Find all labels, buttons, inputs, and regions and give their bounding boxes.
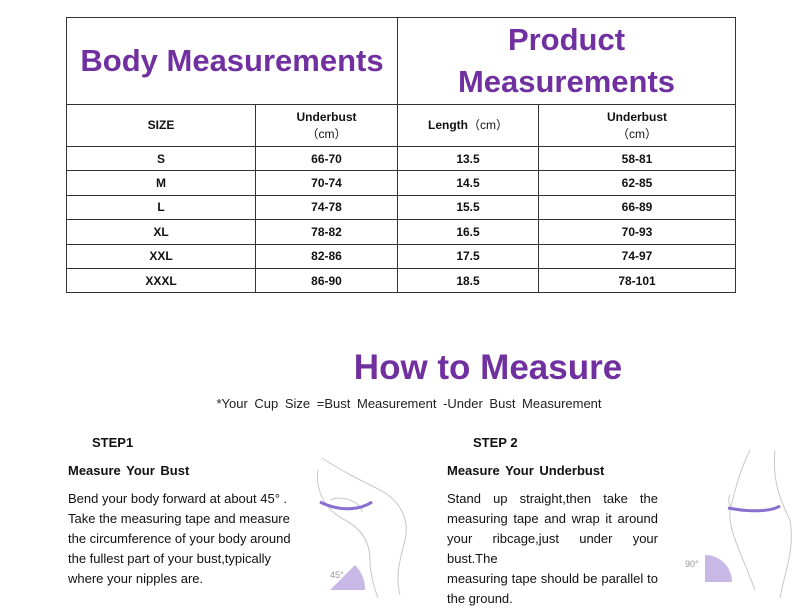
table-cell: 74-78	[255, 194, 398, 221]
table-cell: 78-82	[255, 219, 398, 245]
table-header: Product Measurements	[397, 17, 736, 105]
table-cell: XXL	[66, 243, 256, 269]
text-line: your ribcage,just under your bust.The	[447, 531, 658, 566]
column-label: SIZE	[147, 118, 175, 132]
step-label: STEP1	[92, 435, 134, 450]
text-line: the fullest part of your bust,typically	[68, 551, 272, 566]
text-line: measuring tape and wrap it around	[447, 511, 658, 526]
text-line: Bend your body forward at about 45° .	[68, 491, 288, 506]
step-heading: Measure Your Underbust	[447, 463, 605, 478]
table-header: Body Measurements	[66, 17, 398, 105]
text-line: Take the measuring tape and measure	[68, 511, 290, 526]
note: *Your Cup Size =Bust Measurement -Under …	[216, 396, 602, 411]
column-unit: （cm）	[617, 126, 657, 141]
table-cell: XXXL	[66, 267, 256, 294]
column-label: Underbust	[607, 109, 667, 124]
column-header: Underbust （cm）	[538, 104, 736, 147]
table-row: XL 78-82 16.5 70-93	[66, 219, 736, 245]
text-line: where your nipples are.	[68, 571, 204, 586]
text-line: the ground.	[447, 591, 513, 606]
step-heading: Measure Your Bust	[68, 463, 190, 478]
table-cell: 82-86	[255, 243, 398, 269]
table-cell: L	[66, 194, 256, 221]
table-cell: 17.5	[397, 243, 539, 269]
column-unit: （cm）	[306, 126, 347, 141]
step-text: Bend your body forward at about 45° . Tak…	[68, 489, 300, 589]
table-cell: 15.5	[397, 194, 539, 221]
table-cell: 70-93	[538, 219, 736, 245]
table-cell: 16.5	[397, 219, 539, 245]
column-header: SIZE	[66, 104, 256, 147]
table-cell: 18.5	[397, 267, 539, 294]
table-row: M 70-74 14.5 62-85	[66, 170, 736, 196]
step-label: STEP 2	[473, 435, 518, 450]
table-cell: 58-81	[538, 145, 736, 172]
table-cell: 78-101	[538, 267, 736, 294]
column-header: Length（cm）	[397, 104, 539, 147]
column-label: Underbust	[296, 109, 357, 124]
table-cell: 62-85	[538, 170, 736, 196]
section-title: How to Measure	[353, 348, 623, 387]
angle-label: 90°	[685, 559, 699, 569]
column-header: Underbust （cm）	[255, 104, 398, 147]
table-cell: 74-97	[538, 243, 736, 269]
text-line: Stand up straight,then take the	[447, 491, 658, 506]
column-unit: （cm）	[468, 118, 508, 132]
table-cell: 13.5	[397, 145, 539, 172]
bust-illustration: 45°	[316, 457, 407, 599]
table-cell: 66-89	[538, 194, 736, 221]
text-line: measuring tape should be parallel to	[447, 571, 658, 586]
table-row: XXXL 86-90 18.5 78-101	[66, 267, 736, 294]
table-cell: 86-90	[255, 267, 398, 294]
table-cell: 14.5	[397, 170, 539, 196]
table-row: L 74-78 15.5 66-89	[66, 194, 736, 221]
table-cell: S	[66, 145, 256, 172]
column-label: Length	[428, 118, 468, 132]
table-cell: M	[66, 170, 256, 196]
size-table: Body Measurements Product Measurements S…	[66, 17, 736, 294]
table-row: S 66-70 13.5 58-81	[66, 145, 736, 172]
underbust-illustration: 90°	[685, 449, 792, 599]
angle-label: 45°	[330, 570, 344, 580]
step-text: Stand up straight,then take the measuring…	[447, 489, 658, 609]
table-cell: 70-74	[255, 170, 398, 196]
table-row: XXL 82-86 17.5 74-97	[66, 243, 736, 269]
table-cell: 66-70	[255, 145, 398, 172]
table-cell: XL	[66, 219, 256, 245]
text-line: the circumference of your body around	[68, 531, 291, 546]
